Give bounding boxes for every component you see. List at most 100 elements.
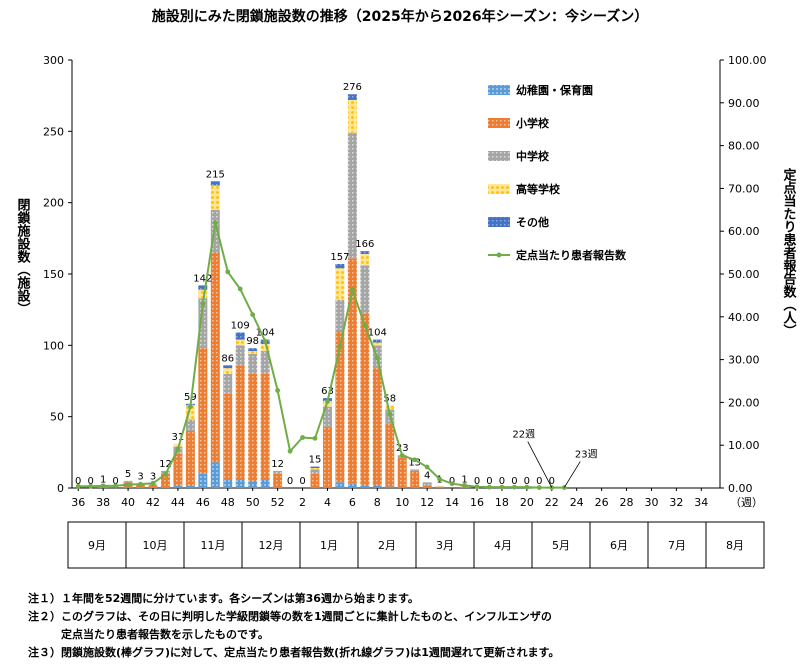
bar-segment (223, 368, 233, 374)
bar-total-label: 98 (246, 336, 259, 347)
bar-total-label: 63 (321, 386, 334, 397)
x-tick-label: 18 (495, 496, 509, 509)
bar-segment (372, 368, 382, 486)
bar-segment (173, 453, 183, 486)
legend-label: 中学校 (516, 149, 550, 163)
report-line-point (113, 483, 119, 489)
bar-total-label: 0 (499, 476, 505, 487)
legend-swatch (488, 151, 510, 161)
bar-segment (360, 254, 370, 266)
month-label: 2月 (378, 539, 396, 552)
legend-swatch (488, 217, 510, 227)
bar-segment (322, 426, 332, 488)
x-tick-label: 26 (595, 496, 609, 509)
report-line-point (212, 220, 218, 226)
bar-segment (347, 132, 357, 259)
report-line-point (499, 484, 505, 490)
report-line-point (163, 471, 168, 477)
axes: 0501001502002503000.0010.0020.0030.0040.… (43, 54, 767, 509)
y-tick-label: 300 (43, 54, 64, 67)
month-label: 11月 (201, 539, 226, 552)
report-line-point (536, 485, 542, 490)
legend-label: その他 (516, 215, 549, 229)
annotations: 22週 23週 (512, 429, 598, 488)
legend-swatch (488, 184, 510, 194)
bar-segment (372, 485, 382, 488)
bar-total-label: 0 (88, 476, 94, 487)
month-label: 4月 (494, 539, 512, 552)
bar-total-label: 12 (271, 459, 284, 470)
bar-segment (198, 473, 208, 488)
y-tick-label: 100 (43, 339, 64, 352)
bar-segment (210, 209, 220, 253)
report-line-point (312, 435, 318, 441)
report-line-point (300, 435, 305, 440)
bar-segment (148, 485, 158, 488)
x-tick-label: 22 (545, 496, 559, 509)
bar-segment (210, 252, 220, 463)
bar-segment (185, 405, 195, 420)
bar-total-label: 59 (184, 392, 197, 403)
bar-segment (347, 99, 357, 133)
month-label: 1月 (320, 539, 338, 552)
y2-tick-label: 10.00 (728, 439, 760, 452)
bar-segment (260, 479, 270, 488)
bar-total-label: 166 (355, 239, 374, 250)
influenza-closure-chart: 0501001502002503000.0010.0020.0030.0040.… (15, 54, 798, 569)
bar-total-label: 0 (474, 476, 480, 487)
report-line-point (75, 483, 81, 489)
y2-axis-label: 定点当たり患者報告数（人） (781, 167, 798, 337)
bar-segment (235, 479, 245, 488)
x-tick-label: 14 (445, 496, 459, 509)
y-tick-label: 0 (57, 482, 64, 495)
x-tick-label: 8 (374, 496, 381, 509)
y2-tick-label: 0.00 (728, 482, 753, 495)
report-line-point (437, 476, 443, 482)
x-tick-label: 38 (96, 496, 110, 509)
bar-total-label: 13 (408, 457, 421, 468)
report-line-point (561, 485, 567, 490)
x-tick-label: 44 (171, 496, 185, 509)
legend-swatch (488, 118, 510, 128)
legend-label: 高等学校 (516, 182, 561, 196)
bar-segment (360, 485, 370, 488)
x-tick-label: 20 (520, 496, 534, 509)
bar-total-label: 5 (125, 469, 131, 480)
y2-tick-label: 40.00 (728, 311, 760, 324)
bar-total-label: 58 (383, 393, 396, 404)
bar-total-label: 3 (150, 472, 156, 483)
bar-total-label: 86 (221, 353, 234, 364)
report-line-point (287, 448, 293, 454)
month-label: 3月 (436, 539, 454, 552)
x-tick-label: 32 (669, 496, 683, 509)
y-tick-label: 150 (43, 268, 64, 281)
bar-segment (435, 486, 445, 488)
bar-segment (410, 470, 420, 488)
x-tick-label: 30 (644, 496, 658, 509)
y2-tick-label: 20.00 (728, 396, 760, 409)
x-tick-label: 46 (196, 496, 210, 509)
bar-segment (335, 264, 345, 269)
report-line-point (138, 481, 143, 487)
bar-total-label: 12 (159, 459, 172, 470)
report-line-point (374, 355, 380, 361)
report-line-point (150, 480, 156, 486)
bar-segment (198, 298, 208, 349)
bar-segment (372, 339, 382, 343)
bar-segment (198, 289, 208, 299)
bar-segment (160, 473, 170, 488)
bar-segment (198, 348, 208, 474)
x-tick-label: 28 (620, 496, 634, 509)
y2-tick-label: 30.00 (728, 354, 760, 367)
report-line-point (412, 457, 418, 463)
annotation-leader (527, 441, 553, 488)
annotation-label: 22週 (512, 429, 535, 441)
report-line-point (262, 338, 268, 344)
x-tick-label: 40 (121, 496, 135, 509)
y-tick-label: 250 (43, 125, 64, 138)
note-2-cont: 定点当たり患者報告数を示したものです。 (28, 628, 269, 641)
month-label: 5月 (552, 539, 570, 552)
bar-segment (248, 480, 258, 488)
x-tick-label: 50 (246, 496, 260, 509)
